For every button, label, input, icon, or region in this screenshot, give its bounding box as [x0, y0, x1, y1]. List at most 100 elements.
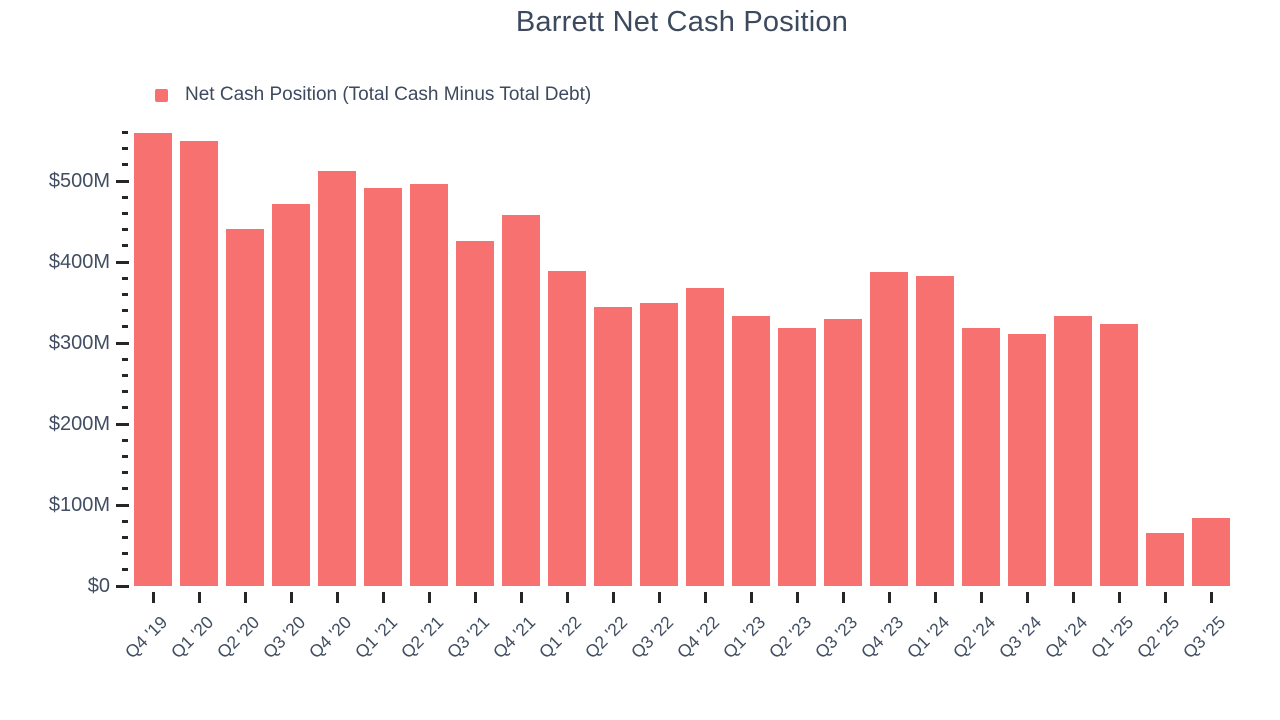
y-axis-minor-tick [122, 519, 128, 523]
x-axis-tick [1117, 592, 1121, 603]
bar-q3-24[interactable] [1008, 334, 1046, 586]
y-axis-major-tick [116, 503, 129, 507]
y-axis-minor-tick [122, 357, 128, 361]
bar-q2-23[interactable] [778, 328, 816, 586]
y-axis-minor-tick [122, 390, 128, 394]
y-axis-minor-tick [122, 292, 128, 296]
y-axis-minor-tick [122, 131, 128, 134]
y-axis-major-tick [116, 179, 129, 183]
bar-q3-21[interactable] [456, 241, 494, 586]
x-axis-tick [887, 592, 891, 603]
bar-q3-25[interactable] [1192, 517, 1230, 586]
bar-q1-23[interactable] [732, 316, 770, 586]
x-axis-label: Q4 '22 [672, 612, 724, 663]
legend-label: Net Cash Position (Total Cash Minus Tota… [185, 84, 592, 105]
x-axis-tick [1209, 592, 1213, 603]
bar-q1-22[interactable] [548, 270, 586, 586]
y-axis-minor-tick [122, 568, 128, 572]
x-axis-label: Q1 '25 [1086, 612, 1138, 663]
x-axis-tick [749, 592, 753, 603]
y-axis-label: $300M [48, 332, 110, 355]
x-axis-label: Q1 '24 [902, 612, 954, 663]
bar-q3-22[interactable] [640, 303, 678, 586]
y-axis-label: $0 [87, 575, 110, 597]
x-axis-label: Q4 '23 [856, 612, 908, 663]
x-axis-tick [703, 592, 707, 603]
bar-q4-21[interactable] [502, 215, 540, 586]
x-axis-label: Q3 '20 [258, 612, 310, 663]
x-axis-tick [1163, 592, 1167, 603]
x-axis-tick [565, 592, 569, 603]
y-axis-major-tick [116, 260, 129, 264]
bar-q4-24[interactable] [1054, 316, 1092, 586]
x-axis-label: Q3 '23 [810, 612, 862, 663]
chart-title: Barrett Net Cash Position [515, 6, 849, 38]
x-axis-tick [611, 592, 615, 603]
x-axis-label: Q2 '24 [948, 612, 1000, 663]
x-axis-tick [1071, 592, 1075, 603]
x-axis-tick [473, 592, 477, 603]
x-axis-label: Q1 '20 [166, 612, 218, 663]
y-axis-minor-tick [122, 325, 128, 329]
x-axis-label: Q2 '23 [764, 612, 816, 663]
y-axis-minor-tick [122, 535, 128, 539]
bar-q4-23[interactable] [870, 271, 908, 586]
bar-q1-24[interactable] [916, 275, 954, 586]
bar-q4-22[interactable] [686, 287, 724, 586]
x-axis-tick [335, 592, 339, 603]
y-axis-minor-tick [122, 471, 128, 475]
y-axis-minor-tick [122, 163, 128, 167]
bar-q2-24[interactable] [962, 328, 1000, 586]
x-axis-tick [243, 592, 247, 603]
y-axis-minor-tick [122, 228, 128, 232]
y-axis-label: $500M [48, 170, 110, 193]
y-axis-minor-tick [122, 244, 128, 248]
x-axis-label: Q3 '21 [442, 612, 494, 663]
x-axis-label: Q4 '21 [488, 612, 540, 663]
y-axis-label: $100M [48, 494, 110, 517]
x-axis-tick [519, 592, 523, 603]
legend-color-swatch [155, 88, 168, 102]
x-axis-label: Q3 '25 [1178, 612, 1230, 663]
y-axis-minor-tick [122, 211, 128, 215]
x-axis-tick [289, 592, 293, 603]
x-axis-tick [197, 592, 201, 603]
bar-q4-19[interactable] [134, 132, 172, 586]
x-axis-label: Q2 '21 [396, 612, 448, 663]
bar-q2-22[interactable] [594, 306, 632, 586]
bar-q2-20[interactable] [226, 228, 264, 586]
x-axis-label: Q4 '19 [120, 612, 172, 663]
bar-q1-21[interactable] [364, 188, 402, 586]
bar-q2-25[interactable] [1146, 533, 1184, 586]
bar-q3-20[interactable] [272, 203, 310, 586]
y-axis-minor-tick [122, 195, 128, 199]
y-axis-minor-tick [122, 487, 128, 491]
bar-q1-25[interactable] [1100, 324, 1138, 586]
bar-q3-23[interactable] [824, 318, 862, 586]
x-axis-tick [427, 592, 431, 603]
x-axis-label: Q1 '22 [534, 612, 586, 663]
y-axis-minor-tick [122, 438, 128, 442]
x-axis-tick [151, 592, 155, 603]
y-axis-minor-tick [122, 552, 128, 556]
bar-q1-20[interactable] [180, 141, 218, 586]
x-axis-tick [657, 592, 661, 603]
y-axis-minor-tick [122, 309, 128, 313]
y-axis-major-tick [116, 422, 129, 426]
x-axis-label: Q4 '20 [304, 612, 356, 663]
y-axis-minor-tick [122, 276, 128, 280]
x-axis-label: Q1 '21 [350, 612, 402, 663]
x-axis-tick [841, 592, 845, 603]
x-axis-label: Q2 '22 [580, 612, 632, 663]
x-axis-tick [933, 592, 937, 603]
bar-q4-20[interactable] [318, 170, 356, 586]
x-axis-tick [795, 592, 799, 603]
y-axis-minor-tick [122, 147, 128, 151]
x-axis-label: Q2 '25 [1132, 612, 1184, 663]
x-axis-label: Q2 '20 [212, 612, 264, 663]
y-axis-minor-tick [122, 454, 128, 458]
bar-q2-21[interactable] [410, 183, 448, 586]
legend-item[interactable]: Net Cash Position (Total Cash Minus Tota… [155, 82, 591, 108]
